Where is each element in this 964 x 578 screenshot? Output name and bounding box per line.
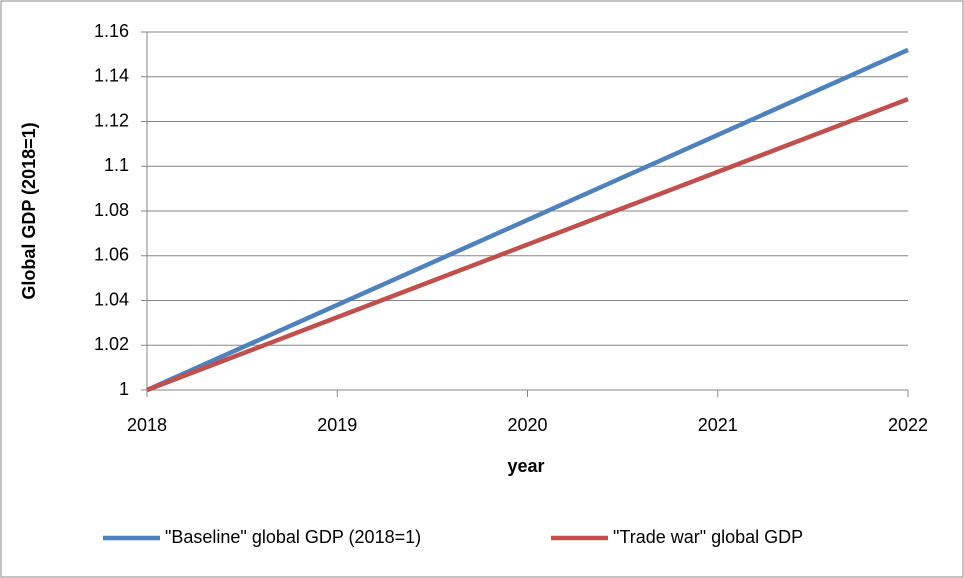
x-tick-label: 2020	[507, 415, 547, 435]
y-tick-label: 1.04	[94, 289, 129, 309]
y-tick-label: 1.06	[94, 245, 129, 265]
y-tick-label: 1.08	[94, 200, 129, 220]
x-tick-label: 2021	[698, 415, 738, 435]
y-tick-label: 1	[119, 379, 129, 399]
x-tick-label: 2019	[317, 415, 357, 435]
y-axis-label: Global GDP (2018=1)	[19, 122, 39, 299]
y-tick-label: 1.02	[94, 334, 129, 354]
y-tick-label: 1.1	[104, 155, 129, 175]
y-tick-label: 1.14	[94, 66, 129, 86]
y-tick-label: 1.12	[94, 110, 129, 130]
legend-label: "Trade war" global GDP	[613, 527, 803, 547]
x-axis-label: year	[507, 456, 544, 476]
data-line	[146, 47, 909, 393]
y-tick-label: 1.16	[94, 21, 129, 41]
data-line	[146, 97, 909, 393]
x-tick-label: 2018	[127, 415, 167, 435]
x-tick-label: 2022	[888, 415, 928, 435]
legend-label: "Baseline" global GDP (2018=1)	[165, 527, 421, 547]
